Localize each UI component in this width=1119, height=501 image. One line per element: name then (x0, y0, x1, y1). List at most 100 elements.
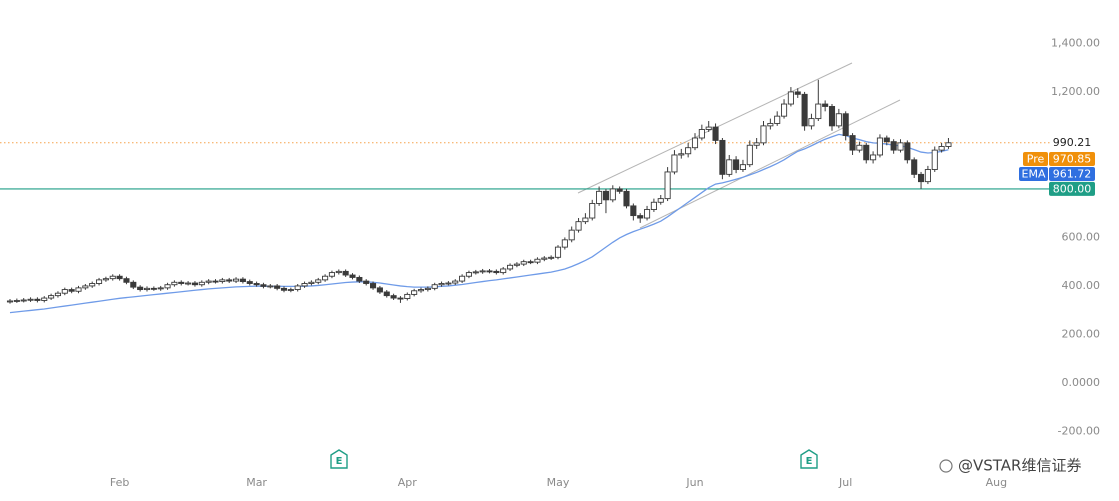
candle-body (719, 139, 726, 175)
candle-body (842, 113, 849, 137)
candle (739, 159, 746, 172)
candle-body (82, 285, 89, 289)
candle (801, 91, 808, 131)
candle (685, 142, 692, 158)
candle (657, 194, 664, 205)
candle-body (232, 278, 240, 282)
candle (637, 213, 644, 223)
candle (246, 279, 253, 286)
candle (287, 287, 294, 293)
ema-name: EMA (1022, 168, 1046, 181)
premarket-value-badge (1049, 152, 1095, 166)
candle (445, 281, 452, 286)
candle (575, 218, 582, 233)
candle (102, 276, 109, 282)
candle-body (116, 275, 123, 280)
candle-body (445, 282, 452, 285)
candle (513, 262, 520, 268)
candle-body (137, 286, 144, 291)
candle-body (150, 287, 157, 290)
candle (849, 133, 856, 155)
candle-body (27, 298, 34, 301)
candle-body (13, 300, 20, 302)
candle-body (219, 279, 226, 283)
horizontal-line-label: 800.00 (1053, 182, 1092, 195)
ema-value-badge (1049, 167, 1095, 181)
watermark: @VSTAR维信证券 (939, 457, 1081, 475)
candle-body (123, 278, 130, 283)
candle (6, 299, 14, 304)
candle (609, 185, 616, 203)
candle-body (335, 270, 342, 274)
candle-body (787, 91, 794, 105)
candle (27, 297, 34, 302)
candle-body (650, 201, 657, 210)
x-tick-label: Aug (986, 476, 1007, 489)
candle-body (548, 256, 555, 259)
candle-body (383, 291, 390, 297)
premarket-value: 970.85 (1053, 153, 1092, 166)
candle (815, 79, 822, 122)
candle-body (109, 275, 116, 280)
candle-body (61, 289, 68, 294)
candle (767, 118, 774, 130)
candle-body (417, 289, 425, 292)
candle (397, 296, 404, 303)
candle-body (370, 283, 377, 289)
candle-body (500, 268, 507, 274)
candle (424, 286, 431, 292)
candle (301, 281, 308, 288)
candle-body (924, 169, 931, 183)
candle-body (267, 285, 274, 288)
candle (68, 287, 75, 294)
candle (294, 283, 301, 292)
candle (918, 171, 925, 189)
candle-body (308, 281, 315, 284)
earnings-marker: E (330, 449, 348, 469)
candle (691, 133, 699, 151)
candle-body (822, 103, 829, 107)
candle (13, 298, 20, 303)
candle (664, 167, 671, 202)
y-tick-label: 1,200.00 (1051, 85, 1100, 98)
candle (335, 269, 342, 275)
candle (493, 269, 500, 275)
candle-body (274, 285, 281, 289)
candle (897, 139, 904, 153)
candle-body (637, 215, 644, 219)
candle (712, 123, 719, 145)
candle-body (575, 221, 582, 231)
candle-body (143, 287, 151, 291)
candle-body (671, 154, 678, 173)
candle-body (226, 279, 233, 282)
horizontal-line-badge (1049, 181, 1095, 196)
candle-body (513, 263, 520, 266)
candle (20, 298, 27, 303)
candle (390, 293, 397, 300)
candle-body (459, 275, 466, 282)
candle-body (465, 272, 473, 277)
candle (150, 286, 157, 291)
candle (356, 275, 363, 284)
candle (260, 282, 267, 289)
candle-body (431, 284, 438, 289)
candle (623, 188, 630, 209)
candle-body (746, 144, 753, 166)
candle-body (130, 281, 137, 288)
candle-body (541, 257, 548, 260)
candle-body (589, 203, 596, 219)
candle (198, 280, 205, 287)
candle (486, 268, 493, 274)
candle (561, 237, 568, 250)
candle (835, 108, 842, 129)
candle (171, 280, 178, 287)
candle (890, 139, 897, 154)
candle (41, 296, 48, 303)
candle-body (404, 293, 411, 299)
candle (376, 285, 383, 294)
candle-body (95, 279, 103, 284)
candle (650, 198, 657, 212)
candle (794, 88, 801, 98)
trend-line (639, 99, 901, 229)
